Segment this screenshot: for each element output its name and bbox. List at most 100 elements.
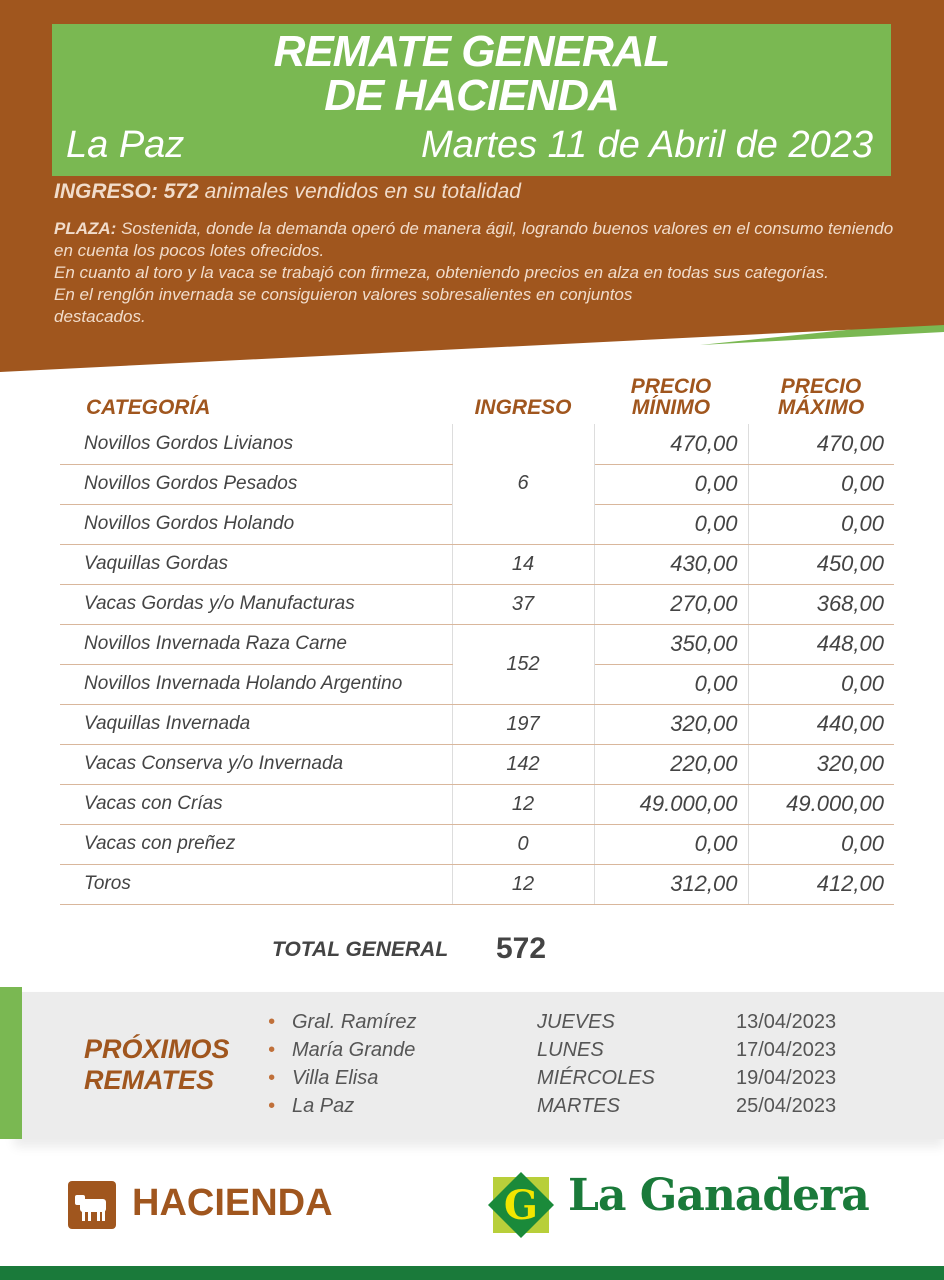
table-row: Novillos Gordos Livianos 6 470,00 470,00 (60, 424, 894, 545)
ingreso-text: animales vendidos en su totalidad (204, 180, 521, 203)
cell-precio-maximo: 49.000,00 (748, 784, 894, 825)
cell-ingreso: 6 (451, 424, 595, 545)
auction-place: La Paz (66, 124, 185, 166)
title-line1: REMATE GENERAL (273, 27, 671, 76)
cell-ingreso: 12 (451, 864, 595, 905)
table-row: Vaquillas Invernada 197 320,00 440,00 (60, 704, 894, 745)
bullet-icon: • (268, 1039, 276, 1061)
event-date: 17/04/2023 (736, 1039, 837, 1061)
event-day: JUEVES (537, 1011, 615, 1033)
title-banner: REMATE GENERAL DE HACIENDA La Paz Martes… (52, 24, 891, 176)
cell-ingreso: 14 (451, 544, 595, 585)
cell-precio-maximo: 0,00 (748, 504, 894, 545)
table-row: Vacas Gordas y/o Manufacturas 37 270,00 368… (60, 584, 894, 625)
table-row: Novillos Invernada Raza Carne 152 350,00 44… (60, 624, 894, 705)
table-row: Vaquillas Gordas 14 430,00 450,00 (60, 544, 894, 585)
upcoming-title: PRÓXIMOS REMATES (84, 1034, 230, 1096)
cell-precio-maximo: 440,00 (748, 704, 894, 745)
bullet-icon: • (268, 1095, 276, 1117)
table-row: Novillos Invernada Holando Argentino 0,00… (60, 664, 894, 705)
cell-ingreso: 142 (451, 744, 595, 785)
table-row: Vacas Conserva y/o Invernada 142 220,00 320… (60, 744, 894, 785)
event-day: MARTES (537, 1095, 620, 1117)
event-date: 13/04/2023 (736, 1011, 837, 1033)
accent-bar (0, 987, 22, 1139)
plaza-summary: PLAZA: Sostenida, donde la demanda operó… (54, 218, 904, 328)
footer-bar (0, 1266, 944, 1280)
cell-categoria: Novillos Invernada Holando Argentino (60, 664, 452, 705)
cell-ingreso: 197 (451, 704, 595, 745)
table-row: Toros 12 312,00 412,00 (60, 864, 894, 905)
cell-precio-minimo: 0,00 (594, 824, 749, 865)
title-line2: DE HACIENDA (324, 71, 620, 120)
cell-ingreso: 152 (451, 624, 595, 705)
cell-precio-minimo: 320,00 (594, 704, 749, 745)
cell-precio-maximo: 412,00 (748, 864, 894, 905)
plaza-line: En el renglón invernada se consiguieron … (54, 285, 633, 326)
event-date: 19/04/2023 (736, 1067, 837, 1089)
bullet-icon: • (268, 1067, 276, 1089)
event-place: María Grande (292, 1039, 416, 1061)
cell-precio-maximo: 450,00 (748, 544, 894, 585)
cell-categoria: Vaquillas Invernada (60, 704, 452, 745)
cell-precio-maximo: 0,00 (748, 824, 894, 865)
cell-precio-maximo: 368,00 (748, 584, 894, 625)
plaza-line: Sostenida, donde la demanda operó de man… (54, 219, 894, 260)
svg-text:G: G (504, 1182, 538, 1229)
cell-precio-minimo: 0,00 (594, 664, 749, 705)
ingreso-value: 572 (163, 180, 199, 203)
header-categoria: CATEGORÍA (86, 396, 211, 419)
cell-categoria: Vaquillas Gordas (60, 544, 452, 585)
cell-precio-minimo: 430,00 (594, 544, 749, 585)
cell-precio-maximo: 0,00 (748, 664, 894, 705)
cell-categoria: Novillos Invernada Raza Carne (60, 624, 452, 665)
header-precio-minimo: PRECIO MÍNIMO (630, 375, 712, 419)
cell-precio-minimo: 220,00 (594, 744, 749, 785)
cell-ingreso: 37 (451, 584, 595, 625)
cell-categoria: Novillos Gordos Pesados (60, 464, 452, 505)
header-ingreso: INGRESO (474, 396, 572, 419)
event-day: MIÉRCOLES (537, 1067, 655, 1089)
bullet-icon: • (268, 1011, 276, 1033)
cow-icon (68, 1181, 116, 1229)
cell-precio-maximo: 470,00 (748, 424, 894, 465)
cell-ingreso: 12 (451, 784, 595, 825)
cell-precio-minimo: 0,00 (594, 504, 749, 545)
cell-precio-minimo: 312,00 (594, 864, 749, 905)
cell-categoria: Novillos Gordos Holando (60, 504, 452, 545)
cell-categoria: Vacas con preñez (60, 824, 452, 865)
plaza-label: PLAZA: (54, 219, 117, 238)
table-row: Novillos Gordos Holando 0,00 0,00 (60, 504, 894, 545)
la-ganadera-logo: G (488, 1172, 554, 1238)
cell-categoria: Toros (60, 864, 452, 905)
cell-ingreso: 0 (451, 824, 595, 865)
upcoming-title-line2: REMATES (84, 1065, 215, 1095)
event-place: La Paz (292, 1095, 355, 1117)
cell-categoria: Vacas Conserva y/o Invernada (60, 744, 452, 785)
total-label: TOTAL GENERAL (272, 938, 449, 961)
header-precio-maximo: PRECIO MÁXIMO (777, 375, 865, 419)
ingreso-label: INGRESO: (54, 180, 158, 203)
cell-precio-minimo: 470,00 (594, 424, 749, 465)
cell-precio-minimo: 49.000,00 (594, 784, 749, 825)
cell-categoria: Novillos Gordos Livianos (60, 424, 452, 465)
cell-precio-minimo: 270,00 (594, 584, 749, 625)
table-row: Novillos Gordos Pesados 0,00 0,00 (60, 464, 894, 505)
plaza-line: En cuanto al toro y la vaca se trabajó c… (54, 263, 829, 282)
event-date: 25/04/2023 (736, 1095, 837, 1117)
brand-name: La Ganadera (568, 1170, 870, 1221)
ingreso-summary: INGRESO: 572 animales vendidos en su tot… (54, 180, 521, 204)
event-place: Gral. Ramírez (292, 1011, 417, 1033)
cell-precio-minimo: 350,00 (594, 624, 749, 665)
auction-date: Martes 11 de Abril de 2023 (420, 124, 873, 166)
event-day: LUNES (537, 1039, 604, 1061)
event-place: Villa Elisa (292, 1067, 379, 1089)
upcoming-title-line1: PRÓXIMOS (84, 1034, 230, 1064)
table-row: Vacas con Crías 12 49.000,00 49.000,00 (60, 784, 894, 825)
cell-precio-maximo: 0,00 (748, 464, 894, 505)
cell-precio-minimo: 0,00 (594, 464, 749, 505)
total-value: 572 (496, 932, 547, 965)
cell-precio-maximo: 448,00 (748, 624, 894, 665)
cell-precio-maximo: 320,00 (748, 744, 894, 785)
upcoming-auctions-panel (14, 992, 944, 1139)
